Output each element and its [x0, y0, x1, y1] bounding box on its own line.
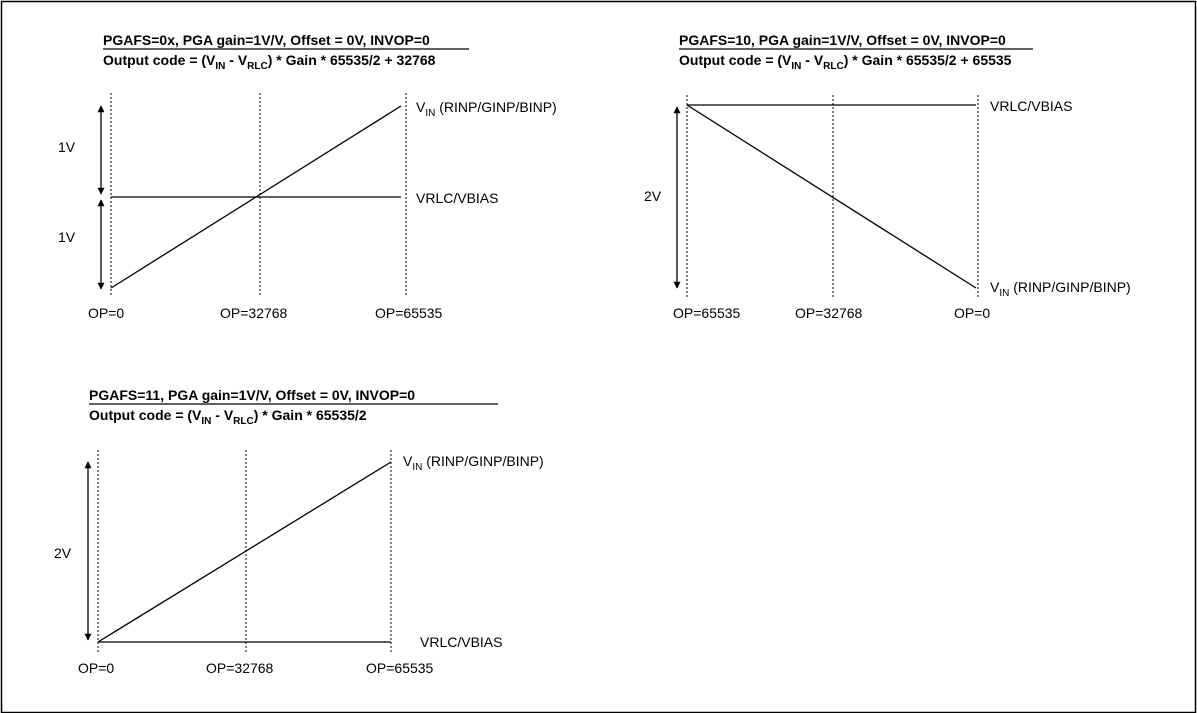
op-label-right: OP=65535	[375, 305, 443, 321]
formula: Output code = (VIN - VRLC) * Gain * 6553…	[679, 52, 1012, 72]
vin-line	[686, 104, 977, 289]
range-label-upper: 1V	[58, 139, 76, 155]
vin-label: VIN (RINP/GINP/BINP)	[403, 453, 544, 473]
op-label-mid: OP=32768	[795, 305, 863, 321]
range-label: 2V	[644, 188, 662, 204]
op-label-mid: OP=32768	[206, 660, 274, 676]
panel-title: PGAFS=11, PGA gain=1V/V, Offset = 0V, IN…	[89, 387, 415, 403]
op-label-left: OP=65535	[673, 305, 741, 321]
panel-pgafs-0x: PGAFS=0x, PGA gain=1V/V, Offset = 0V, IN…	[58, 32, 557, 321]
range-label-lower: 1V	[58, 229, 76, 245]
op-label-left: OP=0	[78, 660, 114, 676]
vin-line	[97, 461, 392, 643]
vrlc-label: VRLC/VBIAS	[990, 98, 1072, 114]
op-label-right: OP=65535	[366, 660, 434, 676]
vrlc-label: VRLC/VBIAS	[416, 190, 498, 206]
op-label-left: OP=0	[88, 305, 124, 321]
op-label-right: OP=0	[954, 305, 990, 321]
panel-title: PGAFS=10, PGA gain=1V/V, Offset = 0V, IN…	[679, 32, 1006, 48]
formula: Output code = (VIN - VRLC) * Gain * 6553…	[89, 407, 367, 427]
range-label: 2V	[54, 545, 72, 561]
vin-label: VIN (RINP/GINP/BINP)	[990, 279, 1131, 299]
panel-pgafs-10: PGAFS=10, PGA gain=1V/V, Offset = 0V, IN…	[644, 32, 1131, 321]
panel-title: PGAFS=0x, PGA gain=1V/V, Offset = 0V, IN…	[103, 32, 430, 48]
vin-label: VIN (RINP/GINP/BINP)	[416, 99, 557, 119]
panel-pgafs-11: PGAFS=11, PGA gain=1V/V, Offset = 0V, IN…	[54, 387, 544, 676]
vrlc-label: VRLC/VBIAS	[420, 634, 502, 650]
op-label-mid: OP=32768	[220, 305, 288, 321]
vin-line	[110, 105, 402, 289]
formula: Output code = (VIN - VRLC) * Gain * 6553…	[103, 52, 436, 72]
